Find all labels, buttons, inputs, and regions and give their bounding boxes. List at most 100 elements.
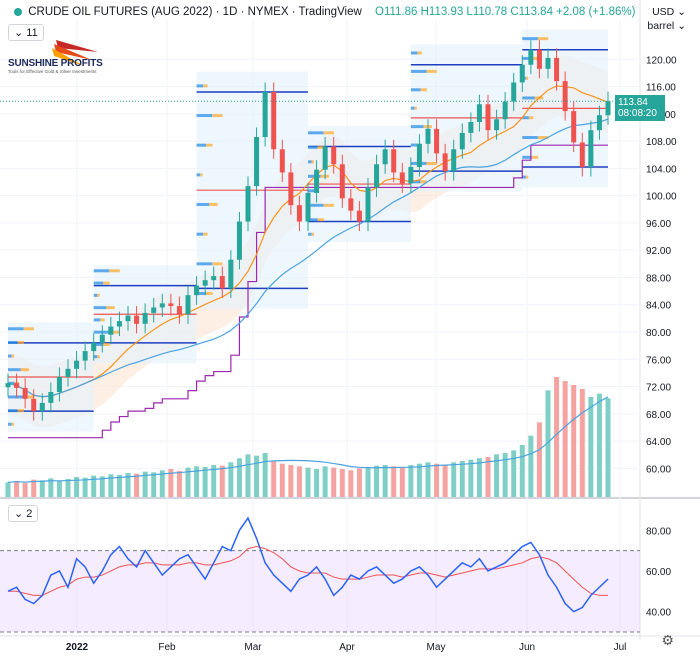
candle	[168, 303, 174, 307]
profile-bar	[410, 88, 421, 92]
volume-bar	[82, 477, 88, 497]
profile-bar	[93, 281, 104, 285]
candle	[579, 142, 585, 167]
volume-bar	[545, 390, 551, 497]
profile-bar	[522, 96, 535, 100]
candle	[588, 130, 594, 167]
volume-bar	[279, 463, 285, 497]
candle	[374, 164, 380, 188]
x-tick-label: Jun	[519, 642, 535, 653]
volume-bar	[596, 393, 602, 497]
candle	[596, 115, 602, 131]
candle	[22, 387, 28, 399]
profile-bar	[420, 180, 427, 184]
volume-bar	[116, 475, 122, 497]
volume-bar	[476, 458, 482, 497]
profile-bar	[414, 106, 417, 110]
profile-bar	[308, 189, 315, 193]
profile-bar	[522, 37, 538, 41]
candle	[254, 137, 260, 187]
x-tick-label: Apr	[339, 642, 355, 653]
x-tick-label: Mar	[244, 642, 262, 653]
x-tick-label: 2022	[66, 642, 89, 653]
profile-bar	[206, 291, 213, 295]
profile-bar	[410, 51, 418, 55]
profile-bar	[93, 306, 107, 310]
currency-label[interactable]: USD ⌄	[652, 6, 686, 18]
profile-bar	[528, 116, 534, 120]
volume-bar	[99, 476, 105, 497]
volume-bar	[194, 466, 200, 497]
volume-bar	[322, 466, 328, 497]
candle	[48, 392, 54, 403]
candle	[425, 128, 431, 144]
rsi-pane-badge[interactable]: ⌄ 2	[8, 505, 39, 522]
profile-bar	[317, 145, 324, 149]
rsi-tick-label: 80.00	[646, 526, 671, 537]
volume-bar	[219, 465, 225, 497]
profile-bar	[209, 203, 218, 207]
profile-bar	[17, 340, 24, 344]
unit-label[interactable]: barrel ⌄	[647, 20, 686, 32]
volume-bar	[108, 474, 114, 497]
volume-bar	[65, 479, 71, 497]
last-price-tag: 113.84 08:08:20	[615, 95, 665, 121]
candle	[236, 221, 242, 260]
volume-bar	[331, 467, 337, 497]
y-tick-label: 104.00	[646, 164, 677, 175]
profile-bar	[212, 262, 223, 266]
sunshine-profits-logo	[52, 40, 98, 66]
profile-bar	[417, 51, 422, 55]
profile-bar	[93, 318, 101, 322]
volume-bar	[125, 473, 131, 497]
profile-bar	[410, 180, 421, 184]
profile-bar	[206, 143, 213, 147]
candle	[91, 342, 97, 352]
last-price: 113.84	[618, 97, 648, 108]
volume-bar	[228, 462, 234, 497]
volume-bar	[502, 453, 508, 497]
profile-bar	[308, 218, 318, 222]
profile-bar	[522, 56, 532, 60]
profile-bar	[525, 175, 529, 179]
profile-bar	[522, 136, 538, 140]
volume-bar	[74, 477, 80, 497]
candle	[296, 205, 302, 222]
volume-bar	[374, 465, 380, 497]
profile-bar	[311, 160, 314, 164]
volume-bar	[579, 389, 585, 497]
candle	[142, 312, 148, 324]
profile-bar	[525, 76, 529, 80]
chevron-down-icon: ⌄	[677, 20, 686, 32]
symbol-title[interactable]: CRUDE OIL FUTURES (AUG 2022) · 1D · NYME…	[28, 6, 362, 18]
gear-icon[interactable]: ⚙	[661, 632, 674, 648]
volume-bar	[451, 462, 457, 497]
volume-bar	[571, 385, 577, 497]
profile-bar	[8, 354, 12, 358]
profile-bar	[8, 381, 15, 385]
candle	[519, 64, 525, 83]
profile-bar	[8, 368, 21, 372]
y-tick-label: 92.00	[646, 246, 671, 257]
profile-bar	[200, 173, 203, 177]
profile-bar	[196, 291, 207, 295]
profile-bar	[196, 232, 204, 236]
volume-bar	[236, 458, 242, 497]
profile-bar	[103, 342, 110, 346]
bar-countdown: 08:08:20	[618, 108, 657, 119]
profile-bar	[537, 37, 549, 41]
profile-bar	[17, 409, 24, 413]
volume-bar	[511, 450, 517, 497]
volume-bar	[459, 461, 465, 497]
indicator-count-badge[interactable]: ⌄ 11	[8, 24, 44, 41]
profile-bar	[196, 84, 204, 88]
candle	[262, 92, 268, 137]
candle	[125, 315, 131, 322]
volume-bar	[314, 469, 320, 497]
profile-bar	[97, 293, 100, 297]
candle	[176, 306, 182, 315]
candle	[228, 259, 234, 289]
candle	[108, 326, 114, 335]
ohlc-readout: O111.86 H113.93 L110.78 C113.84 +2.08 (+…	[375, 6, 636, 18]
